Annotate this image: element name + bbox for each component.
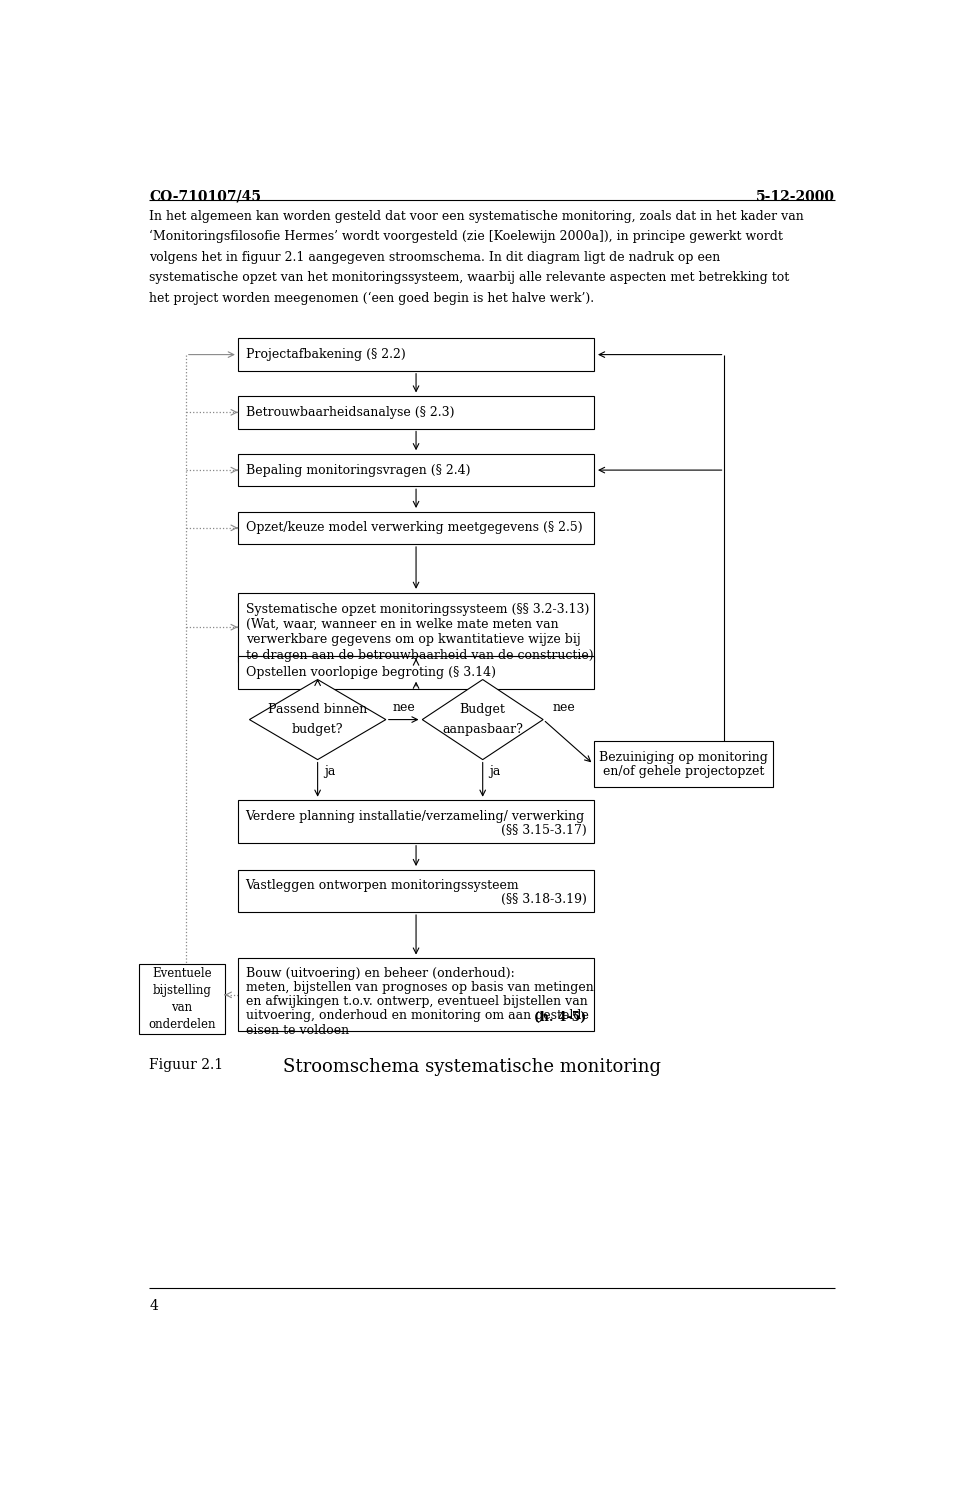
Text: nee: nee [393,701,416,715]
Text: (§§ 3.18-3.19): (§§ 3.18-3.19) [501,892,587,906]
Text: Eventuele
bijstelling
van
onderdelen: Eventuele bijstelling van onderdelen [148,967,216,1031]
FancyBboxPatch shape [238,656,594,689]
FancyBboxPatch shape [238,958,594,1031]
Text: nee: nee [552,701,575,715]
Text: Projectafbakening (§ 2.2): Projectafbakening (§ 2.2) [246,348,405,361]
Text: budget?: budget? [292,724,344,736]
FancyBboxPatch shape [139,964,225,1034]
FancyBboxPatch shape [238,397,594,428]
Text: Verdere planning installatie/verzameling/ verwerking: Verdere planning installatie/verzameling… [246,810,585,822]
Text: en/of gehele projectopzet: en/of gehele projectopzet [603,765,764,777]
FancyBboxPatch shape [238,512,594,545]
Text: Bezuiniging op monitoring: Bezuiniging op monitoring [599,750,768,764]
Text: Systematische opzet monitoringssysteem (§§ 3.2-3.13): Systematische opzet monitoringssysteem (… [246,603,588,616]
Text: 5-12-2000: 5-12-2000 [756,189,834,204]
Text: Stroomschema systematische monitoring: Stroomschema systematische monitoring [283,1058,660,1076]
Text: ja: ja [489,765,500,777]
Text: verwerkbare gegevens om op kwantitatieve wijze bij: verwerkbare gegevens om op kwantitatieve… [246,633,580,646]
Text: In het algemeen kan worden gesteld dat voor een systematische monitoring, zoals : In het algemeen kan worden gesteld dat v… [150,210,804,222]
Polygon shape [422,679,543,759]
Text: Opstellen voorlopige begroting (§ 3.14): Opstellen voorlopige begroting (§ 3.14) [246,665,495,679]
FancyBboxPatch shape [238,800,594,843]
Text: en afwijkingen t.o.v. ontwerp, eventueel bijstellen van: en afwijkingen t.o.v. ontwerp, eventueel… [246,995,588,1009]
Text: Betrouwbaarheidsanalyse (§ 2.3): Betrouwbaarheidsanalyse (§ 2.3) [246,406,454,419]
Text: eisen te voldoen: eisen te voldoen [246,1024,348,1037]
FancyBboxPatch shape [238,870,594,912]
Text: Bouw (uitvoering) en beheer (onderhoud):: Bouw (uitvoering) en beheer (onderhoud): [246,967,515,980]
Text: Vastleggen ontworpen monitoringssysteem: Vastleggen ontworpen monitoringssysteem [246,879,519,892]
FancyBboxPatch shape [238,454,594,486]
Text: te dragen aan de betrouwbaarheid van de constructie): te dragen aan de betrouwbaarheid van de … [246,649,593,662]
Text: het project worden meegenomen (‘een goed begin is het halve werk’).: het project worden meegenomen (‘een goed… [150,291,594,304]
FancyBboxPatch shape [594,742,773,788]
Text: (h. 4-5): (h. 4-5) [535,1010,587,1024]
Text: (Wat, waar, wanneer en in welke mate meten van: (Wat, waar, wanneer en in welke mate met… [246,618,558,631]
Text: ‘Monitoringsfilosofie Hermes’ wordt voorgesteld (zie [Koelewijn 2000a]), in prin: ‘Monitoringsfilosofie Hermes’ wordt voor… [150,230,783,243]
Text: uitvoering, onderhoud en monitoring om aan gestelde: uitvoering, onderhoud en monitoring om a… [246,1010,588,1022]
Text: Figuur 2.1: Figuur 2.1 [150,1058,224,1073]
FancyBboxPatch shape [238,339,594,372]
Text: Budget: Budget [460,703,506,716]
Text: Opzet/keuze model verwerking meetgegevens (§ 2.5): Opzet/keuze model verwerking meetgegeven… [246,521,582,534]
Text: systematische opzet van het monitoringssysteem, waarbij alle relevante aspecten : systematische opzet van het monitoringss… [150,272,790,283]
Text: Bepaling monitoringsvragen (§ 2.4): Bepaling monitoringsvragen (§ 2.4) [246,464,470,476]
Text: Passend binnen: Passend binnen [268,703,368,716]
FancyBboxPatch shape [238,592,594,662]
Text: (§§ 3.15-3.17): (§§ 3.15-3.17) [501,824,587,837]
Text: meten, bijstellen van prognoses op basis van metingen: meten, bijstellen van prognoses op basis… [246,982,593,994]
Polygon shape [250,679,386,759]
Text: CO-710107/45: CO-710107/45 [150,189,261,204]
Text: 4: 4 [150,1298,158,1313]
Text: aanpasbaar?: aanpasbaar? [443,724,523,736]
Text: volgens het in figuur 2.1 aangegeven stroomschema. In dit diagram ligt de nadruk: volgens het in figuur 2.1 aangegeven str… [150,251,721,264]
Text: ja: ja [324,765,335,777]
